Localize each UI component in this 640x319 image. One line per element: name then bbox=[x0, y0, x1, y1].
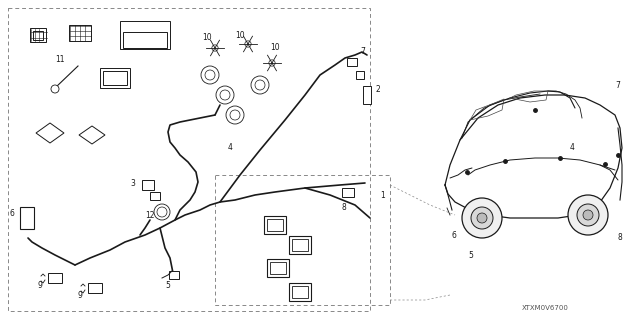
Text: 3: 3 bbox=[130, 179, 135, 188]
Text: 5: 5 bbox=[468, 250, 473, 259]
Circle shape bbox=[568, 195, 608, 235]
Bar bbox=[289, 283, 311, 301]
Bar bbox=[267, 259, 289, 277]
Bar bbox=[120, 21, 170, 49]
Bar bbox=[264, 216, 286, 234]
Circle shape bbox=[216, 86, 234, 104]
Text: 9: 9 bbox=[78, 291, 83, 300]
Circle shape bbox=[477, 213, 487, 223]
Circle shape bbox=[471, 207, 493, 229]
Circle shape bbox=[255, 80, 265, 90]
Bar bbox=[30, 28, 46, 42]
Bar bbox=[347, 58, 357, 66]
Text: 5: 5 bbox=[165, 280, 170, 290]
Text: 11: 11 bbox=[55, 56, 65, 64]
Circle shape bbox=[230, 110, 240, 120]
Bar bbox=[103, 71, 127, 85]
Circle shape bbox=[226, 106, 244, 124]
Circle shape bbox=[212, 45, 218, 51]
Circle shape bbox=[462, 198, 502, 238]
Bar bbox=[69, 25, 91, 41]
Circle shape bbox=[201, 66, 219, 84]
Bar bbox=[48, 273, 62, 283]
Bar bbox=[270, 262, 286, 274]
Bar bbox=[142, 180, 154, 190]
Bar bbox=[363, 86, 371, 104]
Bar bbox=[292, 239, 308, 251]
Bar bbox=[292, 286, 308, 298]
Text: 1: 1 bbox=[380, 190, 385, 199]
Bar bbox=[342, 188, 354, 197]
Bar bbox=[20, 207, 34, 229]
Text: XTXM0V6700: XTXM0V6700 bbox=[522, 305, 568, 311]
Bar bbox=[8, 8, 370, 311]
Text: 10: 10 bbox=[235, 32, 244, 41]
Text: 8: 8 bbox=[618, 234, 623, 242]
Circle shape bbox=[583, 210, 593, 220]
Circle shape bbox=[51, 85, 59, 93]
Circle shape bbox=[251, 76, 269, 94]
Circle shape bbox=[269, 60, 275, 66]
Bar bbox=[289, 236, 311, 254]
Text: 10: 10 bbox=[202, 33, 212, 41]
Bar bbox=[169, 271, 179, 279]
Bar bbox=[123, 32, 167, 48]
Bar bbox=[33, 31, 43, 40]
Circle shape bbox=[154, 204, 170, 220]
Text: 6: 6 bbox=[452, 231, 457, 240]
Circle shape bbox=[157, 207, 167, 217]
Circle shape bbox=[245, 41, 251, 47]
Bar bbox=[88, 283, 102, 293]
Text: 9: 9 bbox=[38, 280, 43, 290]
Bar bbox=[267, 219, 283, 231]
Circle shape bbox=[577, 204, 599, 226]
Text: 8: 8 bbox=[342, 204, 347, 212]
Text: 2: 2 bbox=[375, 85, 380, 94]
Text: 4: 4 bbox=[570, 144, 575, 152]
Text: 7: 7 bbox=[360, 48, 365, 56]
Bar bbox=[150, 192, 160, 200]
Bar bbox=[356, 71, 364, 79]
Text: 12: 12 bbox=[145, 211, 154, 219]
Bar bbox=[100, 68, 130, 88]
Circle shape bbox=[205, 70, 215, 80]
Circle shape bbox=[220, 90, 230, 100]
Text: 4: 4 bbox=[228, 144, 233, 152]
Text: 7: 7 bbox=[615, 80, 620, 90]
Bar bbox=[215, 175, 390, 305]
Text: 6: 6 bbox=[10, 209, 15, 218]
Text: 10: 10 bbox=[270, 42, 280, 51]
